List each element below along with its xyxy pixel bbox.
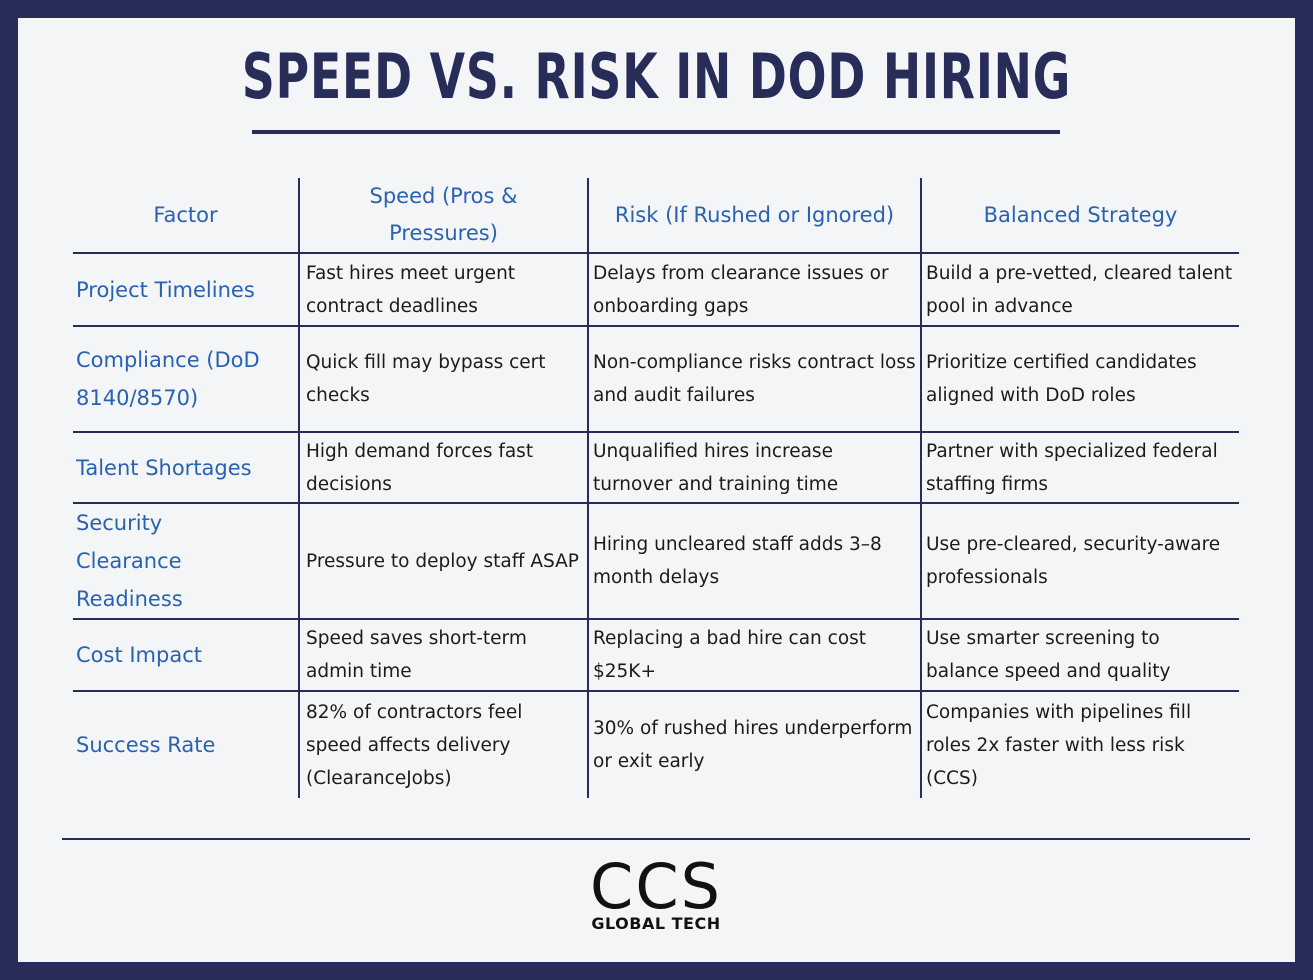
table-row: Compliance (DoD 8140/8570) Quick fill ma… (73, 326, 1239, 433)
row-speed: Quick fill may bypass cert checks (298, 326, 588, 433)
row-factor: Talent Shortages (73, 432, 299, 504)
row-speed: High demand forces fast decisions (298, 432, 588, 504)
row-strategy: Build a pre-vetted, cleared talent pool … (920, 253, 1239, 327)
company-logo: CCS GLOBAL TECH (570, 854, 742, 938)
row-speed: Speed saves short-term admin time (298, 619, 588, 692)
row-risk: Hiring uncleared staff adds 3–8 month de… (587, 503, 921, 620)
column-header-risk: Risk (If Rushed or Ignored) (587, 178, 921, 254)
row-speed: Fast hires meet urgent contract deadline… (298, 253, 588, 327)
column-header-speed: Speed (Pros & Pressures) (298, 178, 588, 254)
row-factor: Cost Impact (73, 619, 299, 692)
column-header-factor: Factor (73, 178, 299, 254)
table-row: Success Rate 82% of contractors feel spe… (73, 691, 1239, 798)
title-underline (252, 130, 1060, 134)
column-header-strategy: Balanced Strategy (920, 178, 1239, 254)
row-strategy: Prioritize certified candidates aligned … (920, 326, 1239, 433)
table-header-row: Factor Speed (Pros & Pressures) Risk (If… (73, 178, 1239, 254)
table-row: Cost Impact Speed saves short-term admin… (73, 619, 1239, 692)
page-title: SPEED VS. RISK IN DOD HIRING (241, 40, 1072, 113)
row-risk: Replacing a bad hire can cost $25K+ (587, 619, 921, 692)
row-strategy: Companies with pipelines fill roles 2x f… (920, 691, 1239, 798)
row-factor: Success Rate (76, 733, 216, 757)
footer-divider (62, 838, 1250, 840)
row-factor: Project Timelines (73, 253, 299, 327)
row-factor: Security Clearance Readiness (73, 503, 299, 620)
logo-wordmark: CCS (590, 850, 722, 923)
row-strategy: Use smarter screening to balance speed a… (920, 619, 1239, 692)
row-speed: Pressure to deploy staff ASAP (298, 503, 588, 620)
table-row: Security Clearance Readiness Pressure to… (73, 503, 1239, 620)
comparison-table: Factor Speed (Pros & Pressures) Risk (If… (73, 178, 1239, 798)
row-risk: Delays from clearance issues or onboardi… (587, 253, 921, 327)
row-strategy: Partner with specialized federal staffin… (920, 432, 1239, 504)
table-row: Talent Shortages High demand forces fast… (73, 432, 1239, 504)
row-speed: 82% of contractors feel speed affects de… (298, 691, 588, 798)
row-risk: 30% of rushed hires underperform or exit… (587, 691, 921, 798)
row-factor: Compliance (DoD 8140/8570) (73, 326, 299, 433)
row-risk: Unqualified hires increase turnover and … (587, 432, 921, 504)
table-row: Project Timelines Fast hires meet urgent… (73, 253, 1239, 327)
logo-tagline: GLOBAL TECH (591, 914, 721, 933)
row-risk: Non-compliance risks contract loss and a… (587, 326, 921, 433)
row-strategy: Use pre-cleared, security-aware professi… (920, 503, 1239, 620)
